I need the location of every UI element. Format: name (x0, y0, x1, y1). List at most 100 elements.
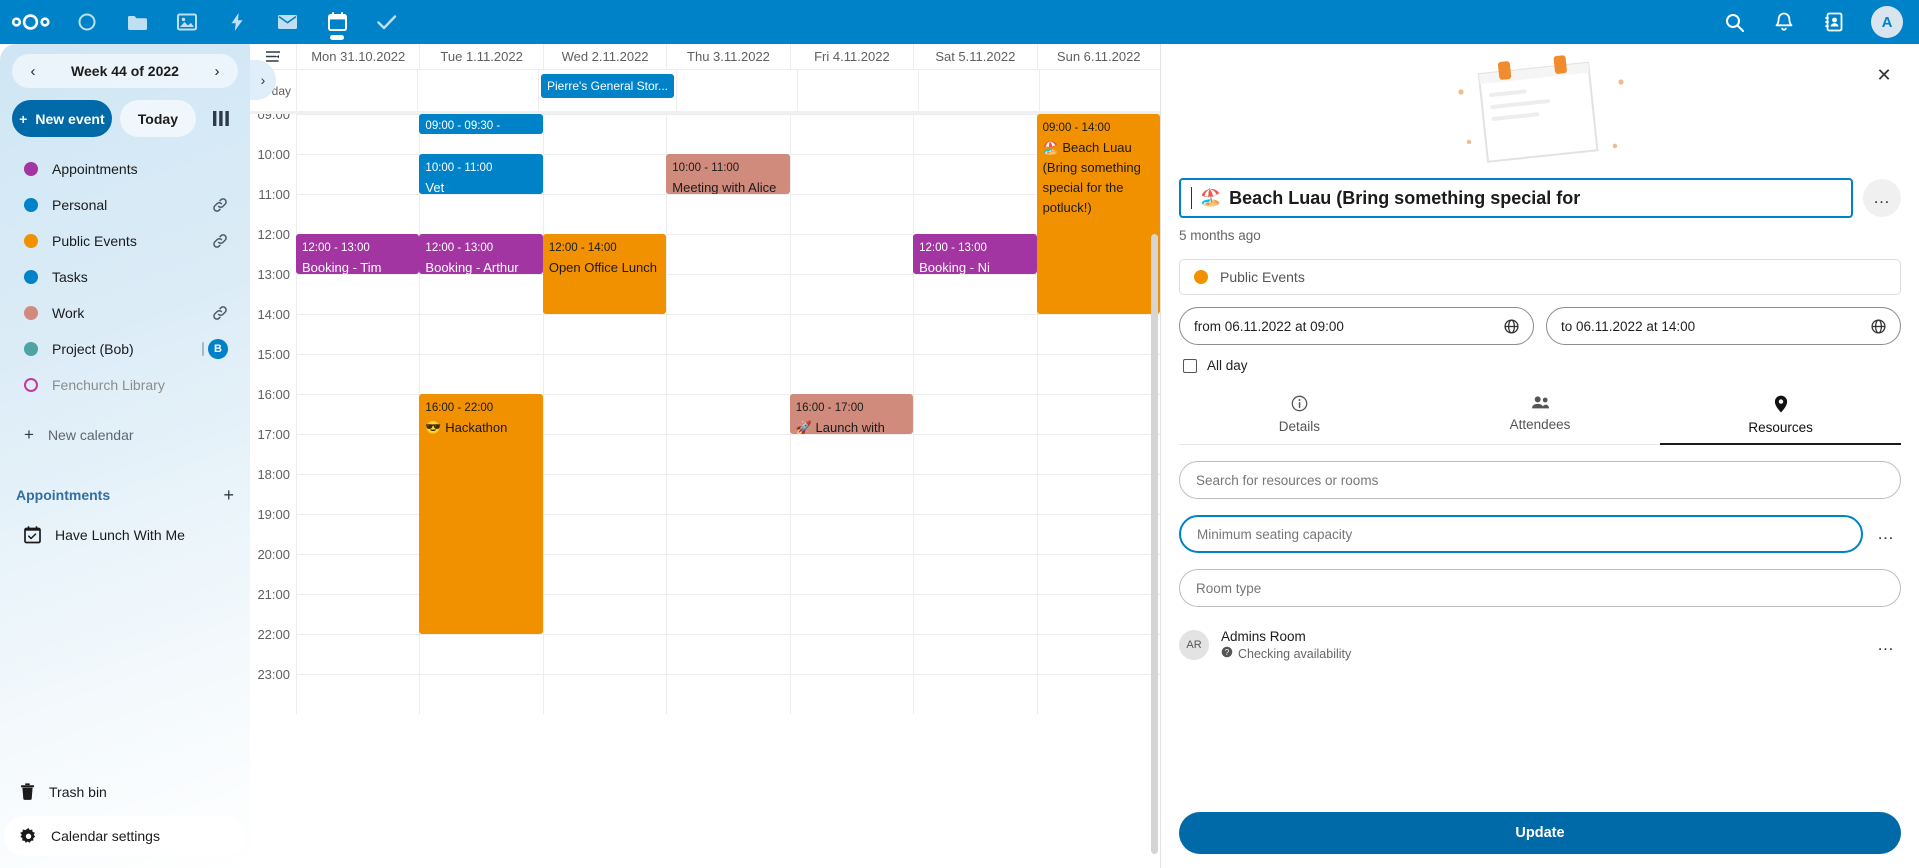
update-button[interactable]: Update (1179, 812, 1901, 854)
day-header[interactable]: Mon 31.10.2022 (296, 44, 419, 69)
timezone-globe-icon[interactable] (1871, 318, 1886, 334)
hour-cell[interactable] (913, 114, 1037, 154)
hour-cell[interactable] (296, 194, 420, 234)
all-day-cell[interactable] (417, 70, 538, 111)
seating-capacity-input[interactable] (1197, 526, 1845, 542)
view-options-icon[interactable] (250, 44, 296, 69)
resource-options-icon[interactable]: … (1877, 635, 1895, 654)
all-day-event[interactable]: Pierre's General Stor... (541, 74, 675, 98)
share-icon[interactable] (212, 197, 228, 213)
hour-cell[interactable] (789, 234, 914, 274)
sidebar-item-work[interactable]: Work (8, 295, 242, 331)
hour-cell[interactable] (666, 394, 790, 434)
hour-cell[interactable] (419, 194, 543, 234)
hour-cell[interactable] (789, 114, 914, 154)
hour-cell[interactable] (296, 674, 420, 714)
seating-options-icon[interactable]: … (1877, 524, 1895, 543)
day-header[interactable]: Sat 5.11.2022 (913, 44, 1036, 69)
hour-cell[interactable] (542, 634, 667, 674)
activity-icon[interactable] (212, 0, 262, 44)
all-day-checkbox-row[interactable]: All day (1179, 358, 1901, 373)
day-header[interactable]: Sun 6.11.2022 (1036, 44, 1160, 69)
event-start-field[interactable]: from 06.11.2022 at 09:00 (1179, 307, 1534, 345)
calendar-event[interactable]: 10:00 - 11:00 Meeting with Alice (666, 154, 790, 194)
hour-cell[interactable] (913, 674, 1037, 714)
hour-cell[interactable] (913, 154, 1037, 194)
hour-cell[interactable] (542, 474, 667, 514)
all-day-cell[interactable] (296, 70, 417, 111)
day-header[interactable]: Thu 3.11.2022 (666, 44, 789, 69)
hour-cell[interactable] (419, 314, 543, 354)
hour-cell[interactable] (666, 474, 790, 514)
resource-search-input[interactable] (1196, 472, 1884, 488)
all-day-cell[interactable] (918, 70, 1039, 111)
tab-attendees[interactable]: Attendees (1420, 387, 1661, 445)
hour-cell[interactable] (542, 674, 667, 714)
hour-cell[interactable] (419, 674, 543, 714)
tab-details[interactable]: Details (1179, 387, 1420, 445)
avatar[interactable]: A (1871, 6, 1903, 38)
today-button[interactable]: Today (119, 100, 196, 137)
day-header[interactable]: Fri 4.11.2022 (789, 44, 913, 69)
hour-cell[interactable] (789, 354, 914, 394)
hour-cell[interactable] (542, 114, 667, 154)
hour-cell[interactable] (913, 394, 1037, 434)
all-day-checkbox[interactable] (1183, 358, 1197, 373)
hour-cell[interactable] (296, 594, 420, 634)
hour-cell[interactable] (789, 194, 914, 234)
calendar-picker[interactable]: Public Events (1179, 259, 1901, 295)
hour-cell[interactable] (789, 674, 914, 714)
hour-cell[interactable] (913, 474, 1037, 514)
hour-cell[interactable] (666, 114, 790, 154)
hour-cell[interactable] (666, 354, 790, 394)
hour-cell[interactable] (666, 434, 790, 474)
hour-cell[interactable] (542, 434, 667, 474)
hour-cell[interactable] (913, 274, 1037, 314)
hour-cell[interactable] (913, 514, 1037, 554)
hour-cell[interactable] (789, 314, 914, 354)
all-day-cell[interactable]: Pierre's General Stor... (538, 70, 676, 111)
day-header[interactable]: Wed 2.11.2022 (542, 44, 666, 69)
all-day-cell[interactable] (676, 70, 797, 111)
hour-cell[interactable] (789, 634, 914, 674)
hour-cell[interactable] (1036, 354, 1160, 394)
hour-cell[interactable] (1036, 474, 1160, 514)
hour-cell[interactable] (419, 274, 543, 314)
hour-cell[interactable] (666, 194, 790, 234)
hour-cell[interactable] (913, 594, 1037, 634)
share-icon[interactable] (212, 233, 228, 249)
calendar-icon[interactable] (312, 0, 362, 44)
sidebar-item-personal[interactable]: Personal (8, 187, 242, 223)
hour-cell[interactable] (666, 514, 790, 554)
hour-cell[interactable] (296, 154, 420, 194)
new-calendar-button[interactable]: + New calendar (8, 417, 242, 453)
hour-cell[interactable] (789, 434, 914, 474)
hour-cell[interactable] (296, 274, 420, 314)
hour-cell[interactable] (666, 554, 790, 594)
hour-cell[interactable] (789, 514, 914, 554)
hour-cell[interactable] (1036, 634, 1160, 674)
hour-cell[interactable] (913, 354, 1037, 394)
new-event-button[interactable]: + New event (12, 100, 112, 137)
hour-cell[interactable] (666, 274, 790, 314)
calendar-event[interactable]: 09:00 - 09:30 - Workflow (419, 114, 543, 134)
hour-cell[interactable] (913, 194, 1037, 234)
hour-cell[interactable] (296, 394, 420, 434)
hour-cell[interactable] (913, 314, 1037, 354)
hour-cell[interactable] (542, 514, 667, 554)
week-label[interactable]: Week 44 of 2022 (71, 63, 179, 79)
hour-cell[interactable] (296, 114, 420, 154)
calendar-settings-button[interactable]: Calendar settings (4, 816, 246, 856)
hour-cell[interactable] (542, 314, 667, 354)
appointment-item-have-lunch-with-me[interactable]: Have Lunch With Me (8, 517, 242, 553)
hour-cell[interactable] (666, 314, 790, 354)
hour-cell[interactable] (1036, 394, 1160, 434)
sidebar-item-public-events[interactable]: Public Events (8, 223, 242, 259)
hour-cell[interactable] (1036, 314, 1160, 354)
sidebar-item-appointments[interactable]: Appointments (8, 151, 242, 187)
hour-cell[interactable] (542, 594, 667, 634)
hour-cell[interactable] (789, 594, 914, 634)
calendar-event[interactable]: 12:00 - 13:00 Booking - Arthur Dent (419, 234, 543, 274)
hour-cell[interactable] (913, 434, 1037, 474)
hour-cell[interactable] (296, 554, 420, 594)
